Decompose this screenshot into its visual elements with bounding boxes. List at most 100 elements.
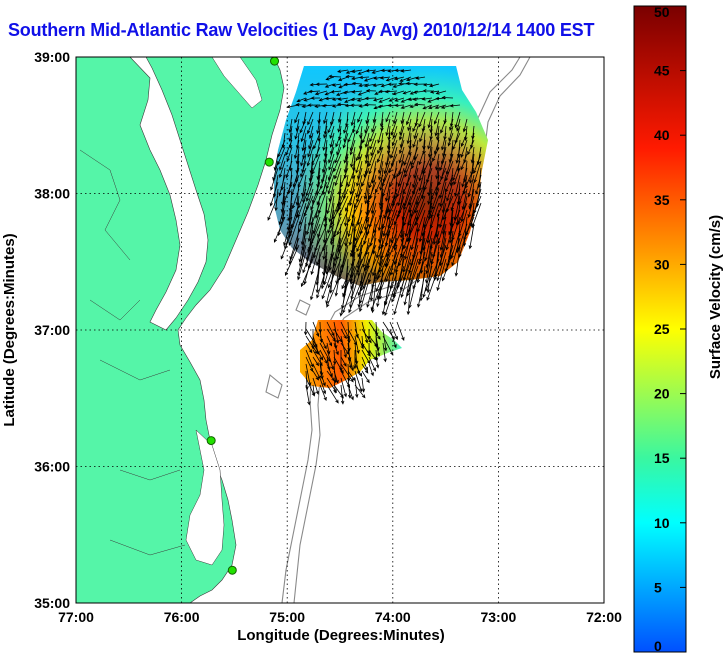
velocity-vector <box>412 118 419 133</box>
y-axis-ticks: 39:00 38:00 37:00 36:00 35:00 <box>34 49 70 611</box>
velocity-vector <box>428 104 440 110</box>
velocity-vector <box>436 251 447 282</box>
velocity-vector <box>324 83 335 88</box>
velocity-vector <box>347 356 353 369</box>
velocity-vector <box>294 111 300 124</box>
velocity-vector <box>431 188 440 211</box>
velocity-vector <box>326 272 342 308</box>
velocity-vector <box>303 251 314 285</box>
velocity-vector <box>324 96 335 101</box>
radar-site-marker <box>227 565 237 575</box>
velocity-vector <box>438 174 447 200</box>
velocity-vector <box>435 160 440 180</box>
velocity-vector <box>354 377 359 399</box>
velocity-vector <box>467 174 475 198</box>
velocity-vector <box>350 111 356 127</box>
velocity-vector <box>377 153 384 175</box>
velocity-vector <box>380 68 391 73</box>
velocity-vector <box>331 83 342 87</box>
velocity-vector <box>363 76 377 82</box>
colorbar-tick-label: 10 <box>654 515 670 531</box>
velocity-vector <box>333 370 339 384</box>
velocity-vector <box>381 279 391 316</box>
velocity-vector <box>325 272 335 305</box>
velocity-vector <box>375 230 384 259</box>
velocity-vector <box>435 153 440 171</box>
velocity-vector <box>334 167 342 187</box>
velocity-vector <box>340 363 354 383</box>
velocity-vector <box>422 104 433 110</box>
velocity-vector <box>404 160 412 178</box>
velocity-vector <box>330 90 342 94</box>
velocity-vector <box>377 139 384 155</box>
velocity-vector <box>439 153 447 172</box>
velocity-vector <box>348 279 363 314</box>
velocity-vector <box>321 104 335 108</box>
velocity-vector <box>308 125 314 140</box>
velocity-vector <box>313 132 321 150</box>
velocity-vector <box>418 111 426 128</box>
velocity-vector <box>441 251 454 282</box>
velocity-vector <box>410 146 419 166</box>
velocity-vector <box>294 125 300 140</box>
velocity-vector <box>426 258 433 294</box>
velocity-vector <box>358 104 370 108</box>
y-tick-label: 35:00 <box>34 595 70 611</box>
velocity-vector <box>308 89 321 94</box>
velocity-vector <box>377 104 391 109</box>
velocity-vectors <box>267 68 482 406</box>
velocity-vector <box>446 181 454 202</box>
velocity-vector <box>383 195 391 219</box>
velocity-vector <box>343 118 349 134</box>
velocity-vector <box>293 139 300 160</box>
velocity-vector <box>337 111 342 124</box>
velocity-vector <box>399 76 412 82</box>
velocity-vector <box>321 153 328 174</box>
velocity-vector <box>418 216 426 243</box>
velocity-vector <box>355 146 363 162</box>
velocity-vector <box>340 237 349 269</box>
velocity-vector <box>411 153 419 170</box>
velocity-vector <box>388 188 398 213</box>
velocity-vector <box>467 139 475 156</box>
velocity-vector <box>334 265 342 297</box>
velocity-vector <box>298 230 307 263</box>
velocity-vector <box>453 167 461 186</box>
x-tick-label: 74:00 <box>375 609 411 625</box>
velocity-vector <box>348 216 356 246</box>
velocity-vector <box>408 244 419 275</box>
velocity-vector <box>368 363 374 377</box>
velocity-vector <box>310 96 321 100</box>
velocity-vector <box>389 321 398 341</box>
velocity-vector <box>398 146 405 164</box>
velocity-vector <box>291 188 300 210</box>
velocity-vector <box>456 118 461 132</box>
velocity-vector <box>347 384 354 401</box>
colorbar <box>633 5 687 653</box>
velocity-vector <box>432 146 440 162</box>
velocity-vector <box>378 89 391 94</box>
velocity-vector <box>396 321 405 341</box>
velocity-vector <box>382 328 388 352</box>
velocity-vector <box>343 202 349 227</box>
velocity-vector <box>410 223 419 251</box>
colorbar-tick-label: 50 <box>654 4 670 20</box>
y-tick-label: 37:00 <box>34 322 70 338</box>
velocity-vector <box>384 89 398 94</box>
velocity-vector <box>406 125 412 145</box>
chart-title: Southern Mid-Atlantic Raw Velocities (1 … <box>8 20 595 40</box>
velocity-vector <box>319 384 327 402</box>
velocity-vector <box>435 90 447 95</box>
velocity-vector <box>438 202 447 229</box>
land-mass <box>76 57 285 603</box>
velocity-vector <box>421 97 433 101</box>
velocity-vector <box>385 181 391 202</box>
velocity-vector <box>361 370 370 384</box>
x-axis-ticks: 77:00 76:00 75:00 74:00 73:00 72:00 <box>58 609 622 625</box>
velocity-vector <box>322 216 328 244</box>
velocity-vector <box>361 125 370 144</box>
velocity-vector <box>342 132 349 149</box>
velocity-vector <box>364 181 370 205</box>
colorbar-tick-label: 40 <box>654 127 670 143</box>
velocity-vector <box>371 279 377 314</box>
